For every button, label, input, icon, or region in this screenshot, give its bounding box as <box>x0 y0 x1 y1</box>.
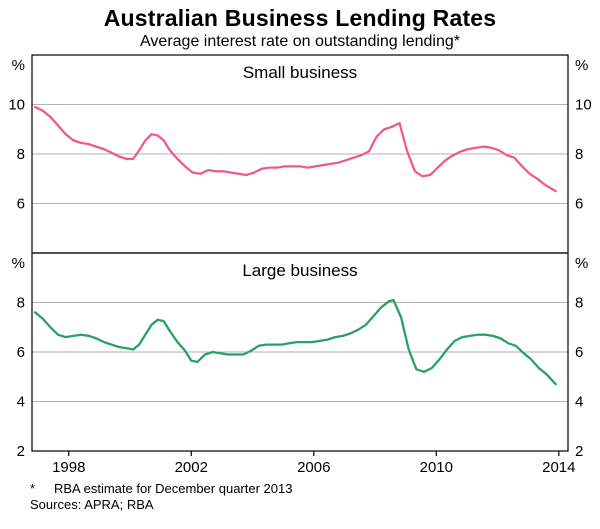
y-axis-unit-left: % <box>12 57 25 74</box>
y-tick-label-right: 4 <box>575 394 583 411</box>
footnote-text: RBA estimate for December quarter 2013 <box>54 481 293 496</box>
y-axis-unit-right: % <box>575 57 588 74</box>
y-tick-label-right: 8 <box>575 295 583 312</box>
y-axis-unit-left: % <box>12 255 25 272</box>
x-tick-label: 2010 <box>420 459 453 476</box>
y-tick-label-right: 6 <box>575 196 583 213</box>
sources-line: Sources: APRA; RBA <box>30 497 154 512</box>
lending-rates-chart: 6 6 8 8 10 10% % Small business 2 2 4 4 6 6 8 8% % Large … <box>8 54 592 476</box>
panel-small-business: 6 6 8 8 10 10% % Small business <box>8 54 592 254</box>
y-tick-label-left: 2 <box>17 443 25 460</box>
y-tick-label-right: 2 <box>575 443 583 460</box>
x-tick-label: 2014 <box>542 459 575 476</box>
y-tick-label-left: 4 <box>17 394 25 411</box>
series-line-small-business <box>33 105 557 193</box>
panel-title: Small business <box>243 63 357 82</box>
y-tick-label-left: 6 <box>17 344 25 361</box>
y-tick-label-left: 6 <box>17 196 25 213</box>
footnote: * RBA estimate for December quarter 2013 <box>30 481 600 497</box>
chart-title: Australian Business Lending Rates <box>103 5 497 31</box>
chart-subtitle: Average interest rate on outstanding len… <box>140 33 460 50</box>
y-tick-label-left: 10 <box>8 97 25 114</box>
y-tick-label-left: 8 <box>17 146 25 163</box>
y-tick-label-right: 6 <box>575 344 583 361</box>
x-tick-label: 2006 <box>297 459 330 476</box>
y-tick-label-left: 8 <box>17 295 25 312</box>
panel-frame <box>31 252 569 452</box>
y-tick-label-right: 8 <box>575 146 583 163</box>
panel-large-business: 2 2 4 4 6 6 8 8% % Large business 1998 2002 2006 2010… <box>12 252 588 476</box>
series-line-large-business <box>33 298 557 386</box>
panel-title: Large business <box>242 261 357 280</box>
y-tick-label-right: 10 <box>575 97 592 114</box>
x-tick-label: 1998 <box>52 459 85 476</box>
footnote-marker: * <box>30 481 36 496</box>
y-axis-unit-right: % <box>575 255 588 272</box>
x-tick-label: 2002 <box>175 459 208 476</box>
